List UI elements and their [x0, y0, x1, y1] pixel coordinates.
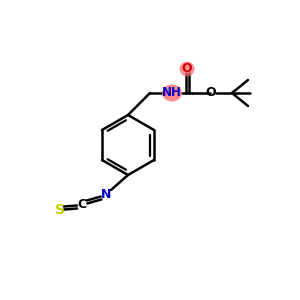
Text: S: S [55, 203, 65, 217]
Ellipse shape [179, 61, 194, 76]
Text: O: O [206, 86, 216, 100]
Text: C: C [77, 199, 87, 212]
Ellipse shape [162, 85, 182, 101]
Text: NH: NH [162, 86, 182, 100]
Text: O: O [182, 62, 192, 76]
Text: N: N [101, 188, 111, 202]
